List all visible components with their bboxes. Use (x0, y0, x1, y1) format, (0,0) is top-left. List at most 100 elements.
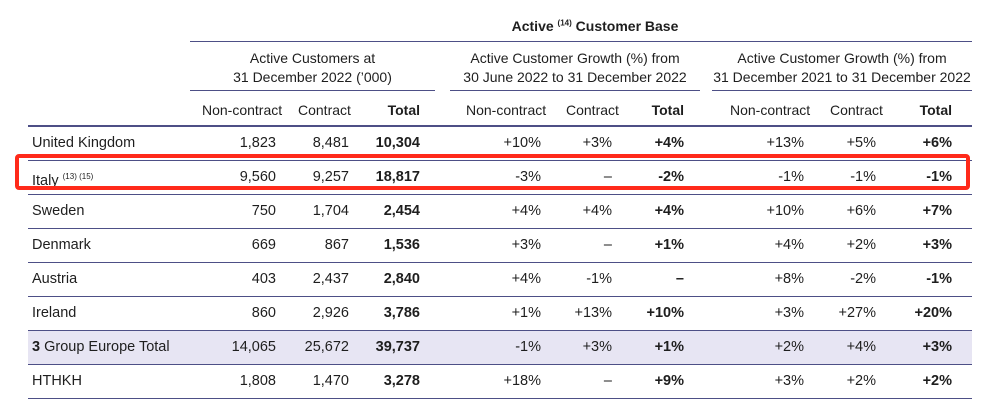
table-cell: -1% (586, 271, 612, 287)
row-label-denmark: Denmark (32, 237, 91, 253)
table-cell: +3% (774, 305, 804, 321)
table-cell: -1% (926, 271, 952, 287)
table-cell: +1% (654, 339, 684, 355)
table-cell: +3% (582, 339, 612, 355)
row-rule (28, 228, 972, 229)
subheader-noncontract-3: Non-contract (730, 102, 811, 118)
table-cell: +4% (582, 203, 612, 219)
row-label-united-kingdom: United Kingdom (32, 135, 136, 151)
row-label-italy: Italy (13) (15) (32, 172, 94, 189)
table-cell: 8,481 (312, 135, 349, 151)
title-rule (190, 41, 972, 42)
table-cell: +10% (503, 135, 542, 151)
table-cell: +1% (511, 305, 541, 321)
table-cell: 403 (251, 271, 276, 287)
table-cell: -1% (850, 169, 876, 185)
table-cell: +3% (922, 237, 952, 253)
table-cell: +9% (654, 373, 684, 389)
subheader-total-2: Total (651, 102, 684, 118)
table-cell: 867 (324, 237, 349, 253)
table-cell: 9,560 (239, 169, 276, 185)
table-cell: 2,437 (312, 271, 349, 287)
table-cell: 1,808 (239, 373, 276, 389)
table-cell: +13% (574, 305, 613, 321)
row-rule (28, 398, 972, 399)
row-rule (28, 364, 972, 365)
table-cell: 14,065 (231, 339, 276, 355)
table-cell: +18% (503, 373, 542, 389)
table-cell: – (675, 271, 684, 287)
table-cell: -1% (515, 339, 541, 355)
table-cell: +10% (766, 203, 805, 219)
row-rule (28, 160, 972, 161)
table-cell: +8% (774, 271, 804, 287)
table-cell: +13% (766, 135, 805, 151)
subheader-total-1: Total (387, 102, 420, 118)
subheader-total-3: Total (919, 102, 952, 118)
subheader-noncontract-1: Non-contract (202, 102, 283, 118)
table-cell: 18,817 (375, 169, 420, 185)
table-cell: +3% (922, 339, 952, 355)
table-cell: +2% (774, 339, 804, 355)
row-rule (28, 296, 972, 297)
row-label-sweden: Sweden (32, 203, 85, 219)
table-cell: +10% (646, 305, 685, 321)
table-cell: +4% (654, 203, 684, 219)
row-label-hthkh: HTHKH (32, 373, 82, 389)
table-cell: +2% (846, 237, 876, 253)
table-cell: 3,786 (383, 305, 420, 321)
table-cell: -2% (850, 271, 876, 287)
row-rule (28, 330, 972, 331)
table-cell: 2,926 (312, 305, 349, 321)
table-cell: +3% (774, 373, 804, 389)
row-label-austria: Austria (32, 271, 78, 287)
table-cell: +2% (846, 373, 876, 389)
table-cell: +3% (511, 237, 541, 253)
table-cell: +2% (922, 373, 952, 389)
row-label-ireland: Ireland (32, 305, 77, 321)
table-cell: -1% (926, 169, 952, 185)
subheader-noncontract-2: Non-contract (466, 102, 547, 118)
table-cell: -1% (778, 169, 804, 185)
table-cell: – (603, 373, 612, 389)
table-cell: 2,454 (383, 203, 420, 219)
table-cell: – (603, 237, 612, 253)
table-cell: +3% (582, 135, 612, 151)
table-cell: 25,672 (304, 339, 349, 355)
table-cell: +4% (774, 237, 804, 253)
table-cell: +1% (654, 237, 684, 253)
header-rule (28, 125, 972, 127)
table-cell: +4% (846, 339, 876, 355)
table-cell: 669 (251, 237, 276, 253)
group-total-row-fill (28, 330, 972, 364)
subheader-contract-3: Contract (830, 102, 883, 118)
group-rule-3 (712, 90, 972, 91)
row-rule (28, 262, 972, 263)
table-cell: +4% (511, 271, 541, 287)
table-cell: -2% (658, 169, 684, 185)
group-rule-1 (190, 90, 435, 91)
table-cell: -3% (515, 169, 541, 185)
group-header-growth-full-year: Active Customer Growth (%) from 31 Decemb… (713, 50, 971, 85)
table-cell: +20% (914, 305, 953, 321)
table-cell: 1,536 (383, 237, 420, 253)
subheader-contract-1: Contract (298, 102, 351, 118)
table-cell: +27% (838, 305, 877, 321)
table-cell: 1,704 (312, 203, 349, 219)
table-cell: – (603, 169, 612, 185)
table-cell: +5% (846, 135, 876, 151)
row-label-group-europe-total: 3 Group Europe Total (32, 339, 170, 355)
table-cell: +4% (511, 203, 541, 219)
table-cell: +6% (846, 203, 876, 219)
table-cell: 860 (251, 305, 276, 321)
table-cell: +7% (922, 203, 952, 219)
table-cell: 10,304 (375, 135, 420, 151)
group-rule-2 (450, 90, 700, 91)
table-cell: 1,823 (239, 135, 276, 151)
group-header-active-customers: Active Customers at 31 December 2022 (’00… (233, 50, 392, 85)
table-cell: 39,737 (375, 339, 420, 355)
table-cell: 3,278 (383, 373, 420, 389)
italy-row-highlight (15, 154, 970, 190)
table-cell: 9,257 (312, 169, 349, 185)
group-header-growth-half-year: Active Customer Growth (%) from 30 June 2… (463, 50, 687, 85)
